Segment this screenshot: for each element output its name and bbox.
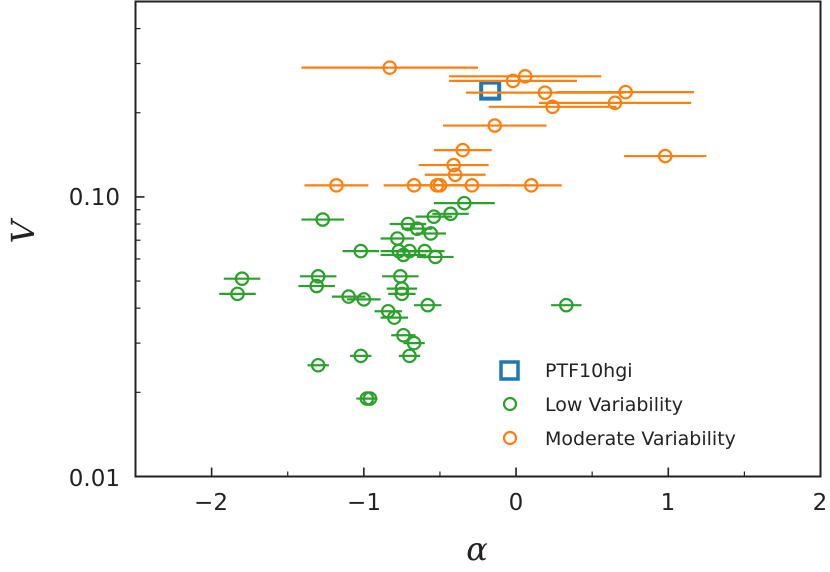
legend-marker-low-variability <box>502 396 518 412</box>
y-axis-title: V <box>4 218 42 244</box>
x-tick-label: −2 <box>194 490 228 516</box>
x-tick-label: 2 <box>813 490 828 516</box>
moderate-variability-point <box>618 84 633 100</box>
plot-data-layer <box>219 60 707 406</box>
low-variability-point <box>406 335 422 351</box>
moderate-variability-point <box>455 142 471 158</box>
low-variability-point <box>428 249 443 265</box>
low-variability-point <box>353 348 369 364</box>
y-tick-label: 0.01 <box>69 466 120 492</box>
x-tick-label: −1 <box>347 490 381 516</box>
moderate-variability-point <box>537 85 553 100</box>
ptf10hgi-point <box>479 80 502 101</box>
low-variability-point <box>353 243 369 259</box>
moderate-variability-point <box>446 157 461 173</box>
low-variability-point <box>420 297 436 313</box>
moderate-variability-point <box>464 178 480 193</box>
legend-marker-moderate-variability <box>502 430 518 446</box>
low-variability-point <box>394 286 410 302</box>
moderate-variability-point <box>447 167 463 183</box>
moderate-variability-point <box>607 95 623 111</box>
y-tick-label: 0.10 <box>69 185 120 211</box>
legend: PTF10hgi Low Variability Moderate Variab… <box>499 360 736 450</box>
legend-label-low-variability: Low Variability <box>545 394 683 416</box>
legend-marker-ptf10hgi <box>499 360 520 381</box>
low-variability-point <box>341 289 356 304</box>
low-variability-point <box>310 357 326 373</box>
low-variability-point <box>234 271 250 286</box>
moderate-variability-point <box>657 148 673 164</box>
moderate-variability-point <box>487 118 503 133</box>
legend-label-ptf10hgi: PTF10hgi <box>545 360 633 382</box>
low-variability-point <box>362 391 378 406</box>
low-variability-point <box>310 269 326 284</box>
low-variability-point <box>409 221 425 236</box>
low-variability-point <box>230 286 245 302</box>
moderate-variability-point <box>545 99 560 115</box>
moderate-variability-point <box>523 178 539 193</box>
low-variability-point <box>423 226 439 241</box>
plot-frame <box>134 0 822 478</box>
low-variability-point <box>558 297 574 313</box>
x-tick-label: 0 <box>509 490 524 516</box>
low-variability-point <box>386 310 402 325</box>
low-variability-point <box>396 327 411 343</box>
moderate-variability-point <box>505 73 521 89</box>
x-axis-title: α <box>466 530 488 568</box>
low-variability-point <box>315 212 331 227</box>
low-variability-point <box>356 292 372 307</box>
low-variability-point <box>309 278 324 294</box>
moderate-variability-point <box>329 178 344 193</box>
moderate-variability-point <box>382 60 398 75</box>
low-variability-point <box>443 206 458 222</box>
moderate-variability-point <box>517 69 533 84</box>
legend-label-moderate-variability: Moderate Variability <box>545 428 736 450</box>
low-variability-point <box>402 348 417 364</box>
low-variability-point <box>426 209 442 224</box>
x-tick-label: 1 <box>661 490 676 516</box>
low-variability-point <box>456 195 472 211</box>
